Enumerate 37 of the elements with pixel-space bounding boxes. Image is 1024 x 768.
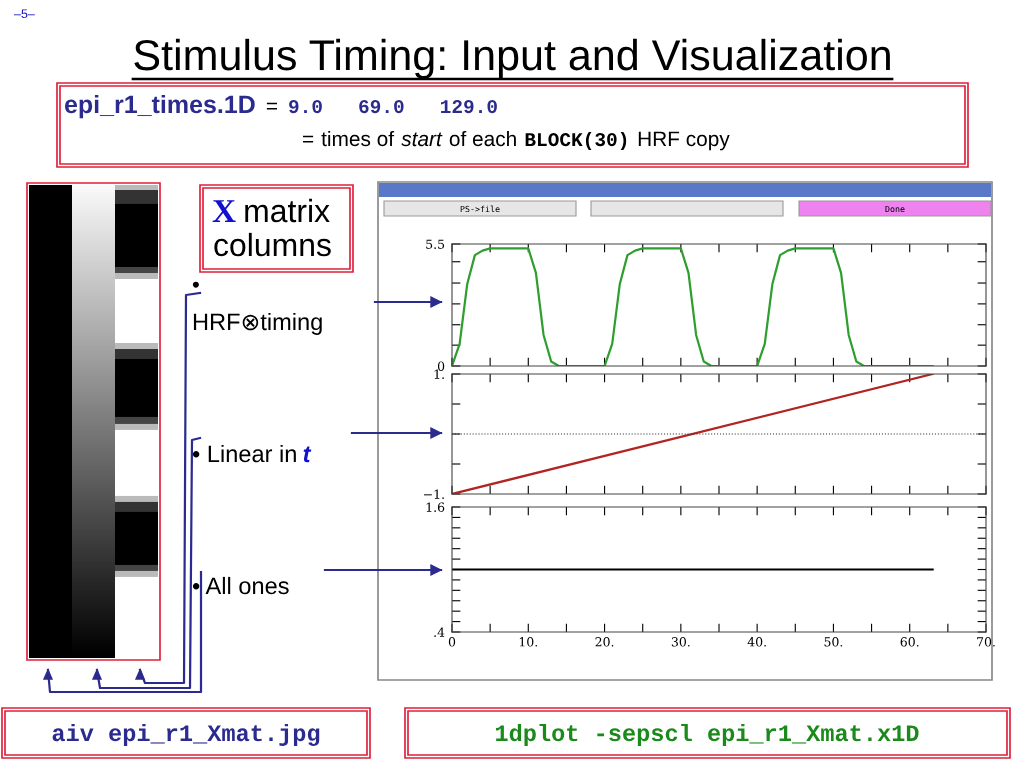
text: of each	[449, 130, 516, 147]
text: times of	[321, 130, 395, 147]
text: BLOCK(30)	[525, 131, 627, 151]
text: matrix	[245, 198, 330, 223]
x-tick-label: 50.	[824, 637, 843, 647]
text: • Linear in	[192, 444, 296, 463]
text: X	[212, 200, 236, 222]
y-tick-label: .4	[434, 627, 445, 637]
text: =	[303, 135, 314, 143]
x-tick-label: 30.	[671, 637, 690, 647]
text: t	[303, 446, 312, 463]
text: HRF copy	[638, 131, 730, 151]
y-tick-label: 1.	[434, 369, 444, 379]
chart-title: Stimulus Timing: Input and Visualization	[134, 38, 890, 79]
text: 1dplot -sepscl epi_r1_Xmat.x1D	[496, 723, 919, 746]
text: –5–	[14, 9, 35, 19]
text: epi_r1_times.1D	[64, 94, 255, 119]
text: HRF⊗timing	[193, 312, 322, 335]
y-tick-label: 5.5	[426, 239, 445, 249]
x-tick-label: 20.	[595, 637, 614, 647]
x-tick-label: 0	[448, 637, 456, 647]
x-tick-label: 40.	[747, 637, 766, 647]
text: • All ones	[192, 576, 289, 595]
text: =	[266, 102, 278, 110]
y-tick-label: 0	[437, 361, 445, 371]
text: •	[192, 281, 199, 288]
text: Done	[885, 205, 905, 213]
text: aiv epi_r1_Xmat.jpg	[52, 723, 320, 746]
text: PS->file	[460, 205, 500, 213]
text: columns	[214, 232, 331, 257]
text: start	[401, 132, 443, 147]
y-tick-label: −1.	[423, 489, 444, 499]
x-tick-label: 70.	[977, 637, 995, 647]
x-tick-label: 10.	[519, 637, 538, 647]
text: 9.0 69.0 129.0	[289, 99, 497, 114]
x-tick-label: 60.	[900, 637, 919, 647]
y-tick-label: 1.6	[426, 502, 445, 512]
